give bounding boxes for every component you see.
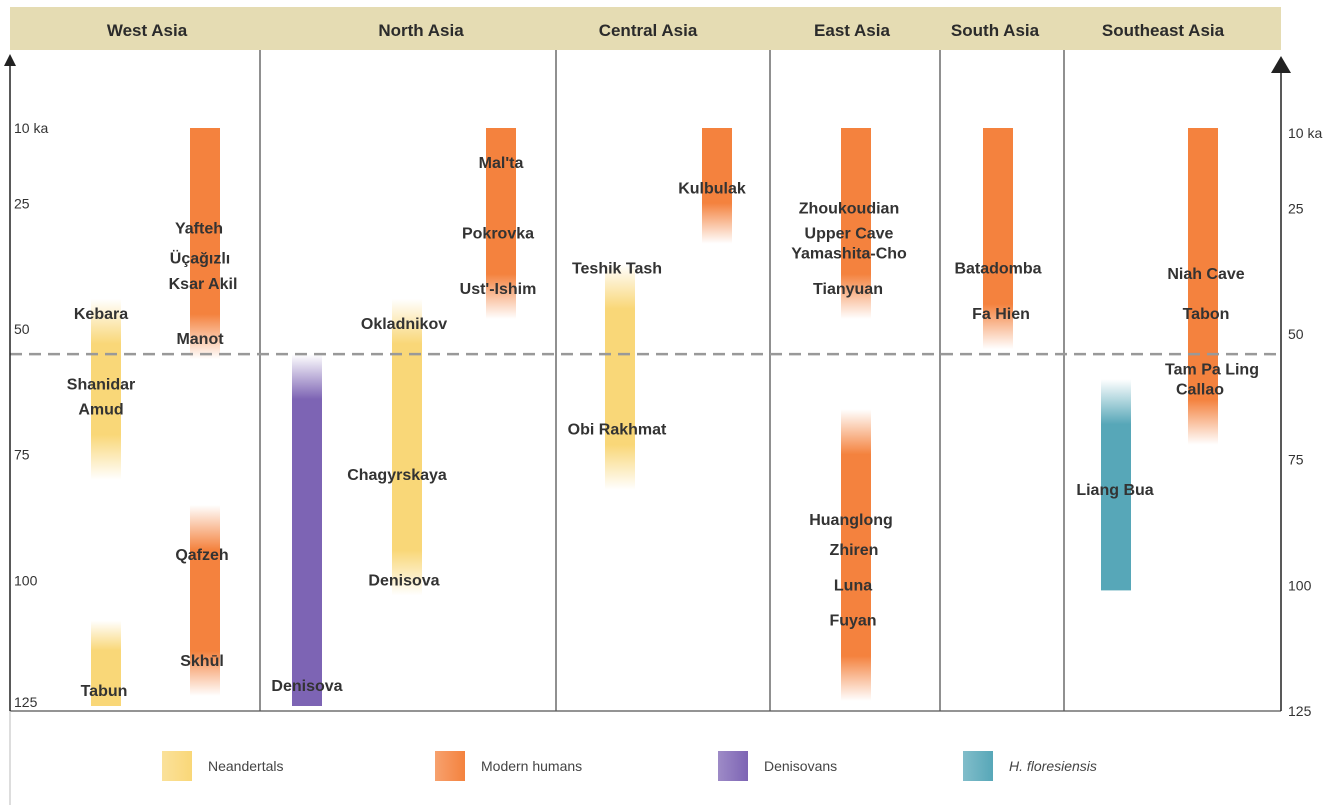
site-label-skhul: Skhūl [180,653,224,670]
legend-label-neandertals: Neandertals [208,758,284,774]
region-label-east-asia: East Asia [814,21,890,40]
site-label-amud: Amud [78,401,123,418]
site-label-kulbulak: Kulbulak [678,180,746,197]
region-label-central-asia: Central Asia [599,21,698,40]
region-label-south-asia: South Asia [951,21,1040,40]
region-label-north-asia: North Asia [378,21,464,40]
legend-label-modern: Modern humans [481,758,582,774]
site-label-kebara: Kebara [74,306,128,323]
y-tick-right-50: 50 [1288,326,1304,342]
site-label-teshik-tash: Teshik Tash [572,261,662,278]
bar-southeast-asia-modern [1188,128,1218,445]
bar-east-asia-modern [841,409,871,701]
site-label-tam-pa-ling: Tam Pa Ling [1165,361,1259,378]
site-label-luna: Luna [834,577,872,594]
site-label-yafteh: Yafteh [175,221,223,238]
site-label-yamashita-cho: Yamashita-Cho [791,246,907,263]
legend-label-denisovans: Denisovans [764,758,837,774]
site-label-niah-cave: Niah Cave [1167,266,1244,283]
y-tick-left-25: 25 [14,195,30,211]
region-label-southeast-asia: Southeast Asia [1102,21,1225,40]
region-label-west-asia: West Asia [107,21,188,40]
site-label-zhoukoudian: Zhoukoudian [799,200,899,217]
site-label-chagyrskaya: Chagyrskaya [347,467,447,484]
legend-swatch-neandertals [162,751,192,781]
site-label-denisova: Denisova [368,572,439,589]
bar-east-asia-modern [841,128,871,319]
bar-west-asia-neandertals [91,298,121,480]
bar-southeast-asia-floresiensis [1101,379,1131,591]
site-label-callao: Callao [1176,381,1224,398]
site-label-denisova: Denisova [271,678,342,695]
site-label-ucag-zl: Üçağızlı [170,249,230,268]
site-label-fa-hien: Fa Hien [972,306,1030,323]
bar-north-asia-modern [486,128,516,319]
site-label-mal-ta: Mal'ta [479,155,524,172]
y-tick-left-50: 50 [14,321,30,337]
site-label-shanidar: Shanidar [67,376,135,393]
bar-north-asia-denisovans [292,354,322,706]
site-label-huanglong: Huanglong [809,512,893,529]
legend-label-floresiensis: H. floresiensis [1009,758,1097,774]
site-label-okladnikov: Okladnikov [361,316,447,333]
bar-west-asia-neandertals [91,620,121,706]
y-tick-left-125: 125 [14,694,38,710]
legend-swatch-denisovans [718,751,748,781]
bar-west-asia-modern [190,504,220,696]
left-axis-arrow-icon [4,54,16,66]
site-label-tabon: Tabon [1183,306,1230,323]
y-tick-left-75: 75 [14,447,30,463]
legend-swatch-floresiensis [963,751,993,781]
site-label-zhiren: Zhiren [830,542,879,559]
y-tick-left-10: 10 ka [14,120,48,136]
bar-central-asia-modern [702,128,732,244]
site-label-fuyan: Fuyan [829,613,876,630]
site-label-pokrovka: Pokrovka [462,226,534,243]
bar-central-asia-neandertals [605,263,635,490]
bar-north-asia-neandertals [392,298,422,596]
site-label-liang-bua: Liang Bua [1076,482,1153,499]
region-header-band [10,7,1281,50]
y-tick-right-25: 25 [1288,200,1304,216]
legend-swatch-modern [435,751,465,781]
site-label-obi-rakhmat: Obi Rakhmat [568,422,667,439]
site-label-batadomba: Batadomba [954,261,1041,278]
site-label-upper-cave: Upper Cave [805,226,894,243]
site-label-ust-ishim: Ust'-Ishim [460,281,537,298]
site-label-ksar-akil: Ksar Akil [169,276,238,293]
y-tick-right-125: 125 [1288,703,1312,719]
site-label-qafzeh: Qafzeh [175,547,228,564]
y-tick-right-75: 75 [1288,452,1304,468]
y-tick-left-100: 100 [14,572,38,588]
site-label-tabun: Tabun [81,683,128,700]
right-axis-arrow-icon [1271,56,1291,73]
site-label-manot: Manot [176,331,224,348]
bar-south-asia-modern [983,128,1013,350]
site-label-tianyuan: Tianyuan [813,281,883,298]
bar-west-asia-modern [190,128,220,360]
y-tick-right-100: 100 [1288,577,1312,593]
y-tick-right-10: 10 ka [1288,125,1322,141]
